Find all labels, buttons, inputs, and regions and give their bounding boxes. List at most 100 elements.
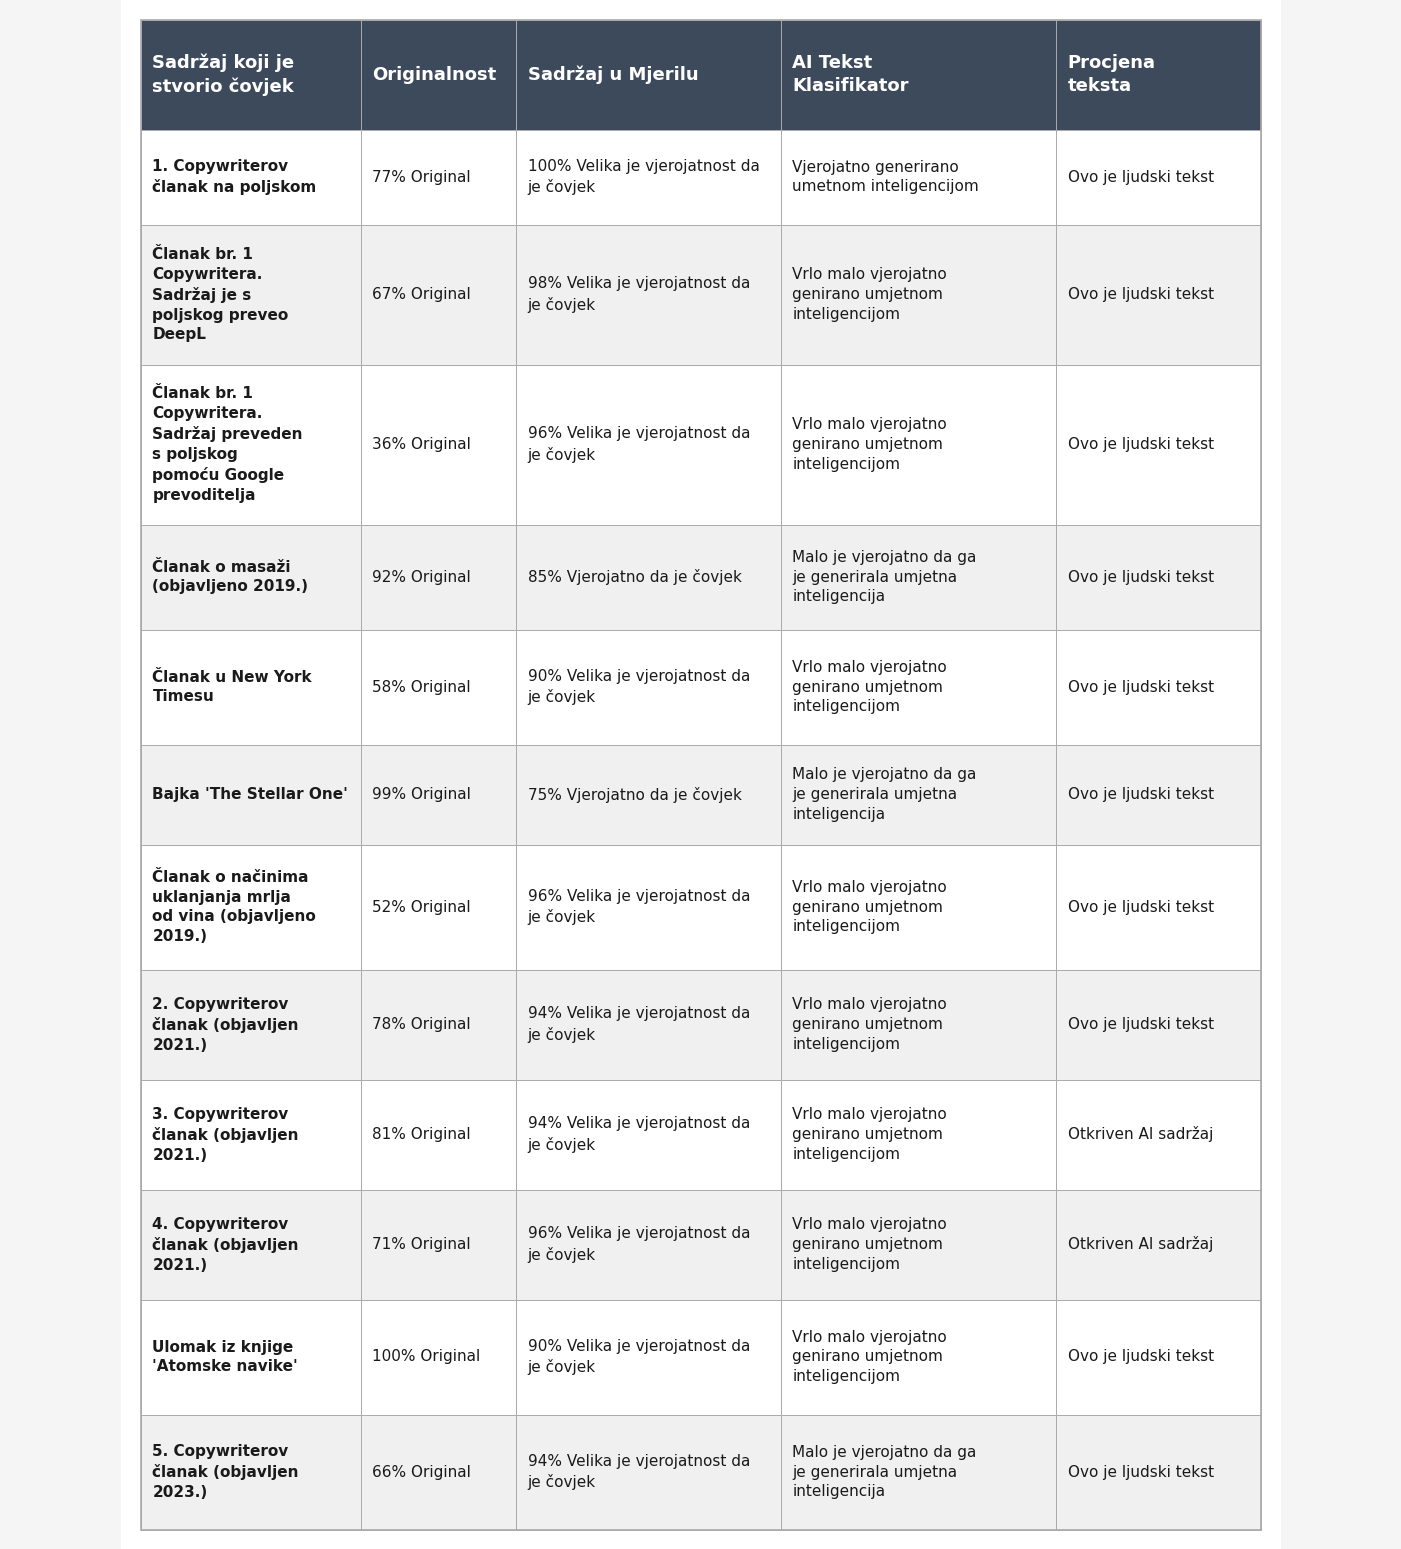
Text: Sadržaj koji je
stvorio čovjek: Sadržaj koji je stvorio čovjek [153,53,294,96]
Text: 36% Original: 36% Original [373,437,471,452]
Text: Članak o načinima
uklanjanja mrlja
od vina (objavljeno
2019.): Članak o načinima uklanjanja mrlja od vi… [153,871,317,945]
Bar [780,970,1055,1080]
Bar [516,844,780,970]
Text: 52% Original: 52% Original [373,900,471,914]
Bar [780,629,1055,745]
Text: Ovo je ljudski tekst: Ovo je ljudski tekst [1068,787,1213,802]
Bar [516,364,780,525]
Bar [780,1080,1055,1190]
Bar [360,130,516,225]
Text: 71% Original: 71% Original [373,1238,471,1252]
Text: 96% Velika je vjerojatnost da
je čovjek: 96% Velika je vjerojatnost da je čovjek [528,1227,750,1262]
Text: Članak br. 1
Copywritera.
Sadržaj je s
poljskog preveo
DeepL: Članak br. 1 Copywritera. Sadržaj je s p… [153,246,289,342]
Text: Ovo je ljudski tekst: Ovo je ljudski tekst [1068,900,1213,914]
Bar [140,745,360,844]
Text: 67% Original: 67% Original [373,287,471,302]
Text: 90% Velika je vjerojatnost da
je čovjek: 90% Velika je vjerojatnost da je čovjek [528,669,750,705]
Bar [516,745,780,844]
Text: 98% Velika je vjerojatnost da
je čovjek: 98% Velika je vjerojatnost da je čovjek [528,276,750,313]
Text: Članak br. 1
Copywritera.
Sadržaj preveden
s poljskog
pomoću Google
prevoditelja: Članak br. 1 Copywritera. Sadržaj preved… [153,386,303,503]
Text: Ulomak iz knjige
'Atomske navike': Ulomak iz knjige 'Atomske navike' [153,1340,298,1374]
Text: 85% Vjerojatno da je čovjek: 85% Vjerojatno da je čovjek [528,568,741,586]
Bar [360,629,516,745]
Bar [1055,1300,1261,1414]
Bar [1055,225,1261,364]
Text: Ovo je ljudski tekst: Ovo je ljudski tekst [1068,1464,1213,1479]
Bar [780,844,1055,970]
Bar [516,970,780,1080]
Text: Članak o masaži
(objavljeno 2019.): Članak o masaži (objavljeno 2019.) [153,559,308,595]
Bar [140,1080,360,1190]
Text: Vrlo malo vjerojatno
genirano umjetnom
inteligencijom: Vrlo malo vjerojatno genirano umjetnom i… [793,266,947,322]
Bar [360,970,516,1080]
Text: 77% Original: 77% Original [373,169,471,184]
Bar [780,364,1055,525]
Bar [1055,1080,1261,1190]
Text: Ovo je ljudski tekst: Ovo je ljudski tekst [1068,169,1213,184]
Bar [780,1414,1055,1529]
Bar [780,525,1055,629]
Bar [516,1190,780,1300]
Bar [780,130,1055,225]
Bar [1055,20,1261,130]
Bar [140,225,360,364]
Bar [516,525,780,629]
Text: Ovo je ljudski tekst: Ovo je ljudski tekst [1068,1018,1213,1032]
Bar [780,20,1055,130]
Bar [516,20,780,130]
Bar [1055,1190,1261,1300]
Text: Vrlo malo vjerojatno
genirano umjetnom
inteligencijom: Vrlo malo vjerojatno genirano umjetnom i… [793,998,947,1052]
Bar [1055,970,1261,1080]
Text: 2. Copywriterov
članak (objavljen
2021.): 2. Copywriterov članak (objavljen 2021.) [153,996,298,1052]
Text: Ovo je ljudski tekst: Ovo je ljudski tekst [1068,437,1213,452]
Text: Vjerojatno generirano
umetnom inteligencijom: Vjerojatno generirano umetnom inteligenc… [793,160,979,195]
Text: AI Tekst
Klasifikator: AI Tekst Klasifikator [793,54,909,96]
Bar [360,844,516,970]
Bar [140,970,360,1080]
Bar [1055,130,1261,225]
Bar [1055,629,1261,745]
Text: 94% Velika je vjerojatnost da
je čovjek: 94% Velika je vjerojatnost da je čovjek [528,1117,750,1152]
Bar [360,20,516,130]
Bar [140,364,360,525]
Bar [516,1080,780,1190]
Bar [780,225,1055,364]
Text: 66% Original: 66% Original [373,1464,471,1479]
Bar [360,364,516,525]
Text: Vrlo malo vjerojatno
genirano umjetnom
inteligencijom: Vrlo malo vjerojatno genirano umjetnom i… [793,1218,947,1272]
Text: 99% Original: 99% Original [373,787,471,802]
Bar [1055,745,1261,844]
Text: 5. Copywriterov
članak (objavljen
2023.): 5. Copywriterov članak (objavljen 2023.) [153,1444,298,1499]
Text: Ovo je ljudski tekst: Ovo je ljudski tekst [1068,570,1213,584]
Text: Procjena
teksta: Procjena teksta [1068,54,1156,96]
Bar [360,1414,516,1529]
Text: 75% Vjerojatno da je čovjek: 75% Vjerojatno da je čovjek [528,787,741,802]
Text: 94% Velika je vjerojatnost da
je čovjek: 94% Velika je vjerojatnost da je čovjek [528,1455,750,1490]
Text: 90% Velika je vjerojatnost da
je čovjek: 90% Velika je vjerojatnost da je čovjek [528,1338,750,1376]
Text: Malo je vjerojatno da ga
je generirala umjetna
inteligencija: Malo je vjerojatno da ga je generirala u… [793,550,976,604]
Bar [140,844,360,970]
Bar [516,225,780,364]
Bar [140,1190,360,1300]
Text: Malo je vjerojatno da ga
je generirala umjetna
inteligencija: Malo je vjerojatno da ga je generirala u… [793,1445,976,1499]
Text: Bajka 'The Stellar One': Bajka 'The Stellar One' [153,787,349,802]
Text: 78% Original: 78% Original [373,1018,471,1032]
Text: Vrlo malo vjerojatno
genirano umjetnom
inteligencijom: Vrlo malo vjerojatno genirano umjetnom i… [793,880,947,934]
Text: Vrlo malo vjerojatno
genirano umjetnom
inteligencijom: Vrlo malo vjerojatno genirano umjetnom i… [793,660,947,714]
Text: Ovo je ljudski tekst: Ovo je ljudski tekst [1068,1349,1213,1365]
Bar [360,225,516,364]
Text: Ovo je ljudski tekst: Ovo je ljudski tekst [1068,680,1213,694]
Bar [360,1080,516,1190]
Text: 100% Original: 100% Original [373,1349,481,1365]
Bar [780,1190,1055,1300]
Bar [140,1414,360,1529]
Bar [360,1190,516,1300]
Bar [140,525,360,629]
Bar [140,20,360,130]
Bar [140,130,360,225]
Bar [1055,844,1261,970]
Text: 96% Velika je vjerojatnost da
je čovjek: 96% Velika je vjerojatnost da je čovjek [528,426,750,463]
Bar [516,1414,780,1529]
Text: 96% Velika je vjerojatnost da
je čovjek: 96% Velika je vjerojatnost da je čovjek [528,889,750,925]
Bar [1055,364,1261,525]
